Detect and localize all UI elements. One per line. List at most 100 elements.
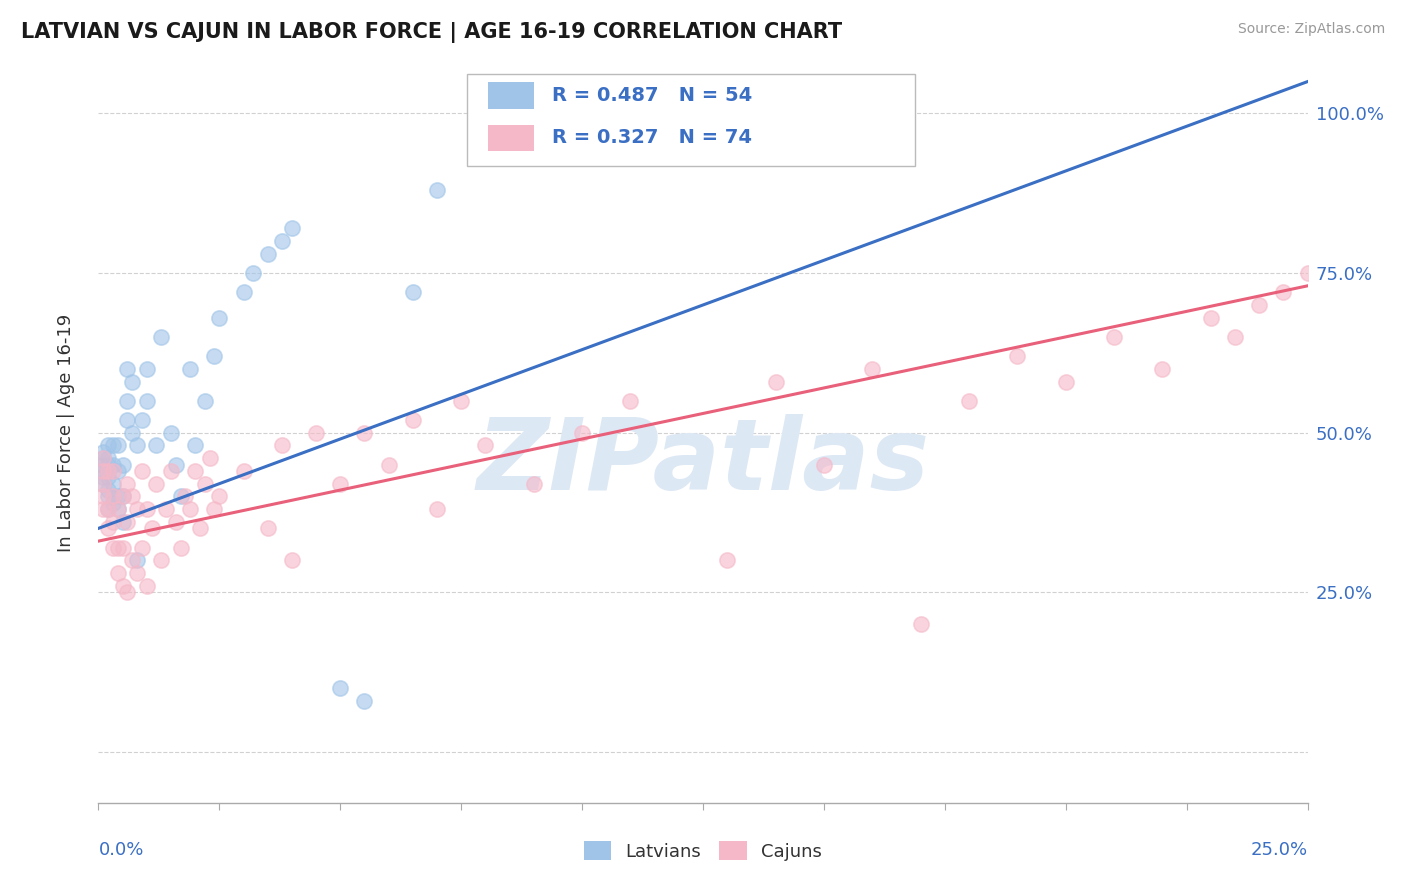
Point bbox=[117, 515, 139, 529]
Point bbox=[91, 451, 114, 466]
Point bbox=[127, 566, 149, 580]
Point bbox=[97, 502, 120, 516]
Point bbox=[184, 438, 207, 452]
Point bbox=[107, 566, 129, 580]
Point bbox=[101, 541, 124, 555]
Point bbox=[131, 541, 153, 555]
Point bbox=[232, 285, 254, 300]
Point bbox=[194, 476, 217, 491]
Point bbox=[121, 375, 143, 389]
Point bbox=[97, 490, 120, 504]
Point bbox=[111, 579, 134, 593]
Point bbox=[121, 425, 143, 440]
Point bbox=[1199, 310, 1222, 325]
Point bbox=[169, 490, 191, 504]
Point bbox=[523, 476, 546, 491]
Text: 25.0%: 25.0% bbox=[1250, 841, 1308, 859]
Point bbox=[111, 541, 134, 555]
Text: LATVIAN VS CAJUN IN LABOR FORCE | AGE 16-19 CORRELATION CHART: LATVIAN VS CAJUN IN LABOR FORCE | AGE 16… bbox=[21, 22, 842, 44]
Point bbox=[135, 579, 157, 593]
FancyBboxPatch shape bbox=[488, 82, 534, 109]
Point bbox=[101, 458, 124, 472]
Point bbox=[160, 425, 183, 440]
Point bbox=[91, 470, 114, 484]
Point bbox=[194, 393, 217, 408]
Point bbox=[1152, 361, 1174, 376]
Point bbox=[135, 502, 157, 516]
Point bbox=[329, 681, 352, 695]
Point bbox=[131, 464, 153, 478]
Point bbox=[107, 464, 129, 478]
Point bbox=[127, 553, 149, 567]
Point bbox=[1102, 330, 1125, 344]
Point bbox=[91, 502, 114, 516]
Point bbox=[208, 310, 231, 325]
Point bbox=[135, 393, 157, 408]
Point bbox=[91, 476, 114, 491]
Point bbox=[1007, 349, 1029, 363]
Point bbox=[204, 502, 226, 516]
Point bbox=[91, 451, 114, 466]
Point bbox=[174, 490, 197, 504]
Point bbox=[117, 393, 139, 408]
Point bbox=[179, 361, 201, 376]
Point bbox=[281, 553, 304, 567]
Point bbox=[281, 221, 304, 235]
Point bbox=[910, 617, 932, 632]
Point bbox=[117, 361, 139, 376]
Point bbox=[107, 502, 129, 516]
Point bbox=[101, 438, 124, 452]
Point bbox=[1223, 330, 1246, 344]
Point bbox=[97, 502, 120, 516]
Y-axis label: In Labor Force | Age 16-19: In Labor Force | Age 16-19 bbox=[56, 313, 75, 552]
Point bbox=[204, 349, 226, 363]
Point bbox=[91, 464, 114, 478]
Point bbox=[121, 553, 143, 567]
Point bbox=[145, 476, 167, 491]
Point bbox=[97, 438, 120, 452]
Point bbox=[111, 515, 134, 529]
Point bbox=[97, 464, 120, 478]
Point bbox=[141, 521, 163, 535]
Point bbox=[150, 553, 173, 567]
Point bbox=[97, 483, 120, 497]
Point bbox=[111, 490, 134, 504]
Point bbox=[117, 476, 139, 491]
Point bbox=[91, 464, 114, 478]
Point bbox=[813, 458, 835, 472]
Point bbox=[97, 470, 120, 484]
Point bbox=[165, 515, 187, 529]
Point bbox=[353, 694, 375, 708]
Point bbox=[111, 490, 134, 504]
Point bbox=[101, 464, 124, 478]
Point bbox=[402, 413, 425, 427]
Point bbox=[619, 393, 641, 408]
Point bbox=[179, 502, 201, 516]
Point bbox=[860, 361, 883, 376]
FancyBboxPatch shape bbox=[488, 125, 534, 152]
Point bbox=[765, 375, 787, 389]
Point bbox=[450, 393, 472, 408]
Point bbox=[474, 438, 496, 452]
Point bbox=[111, 458, 134, 472]
Point bbox=[101, 496, 124, 510]
Point bbox=[271, 438, 294, 452]
FancyBboxPatch shape bbox=[467, 73, 915, 166]
Point bbox=[208, 490, 231, 504]
Point bbox=[402, 285, 425, 300]
Point bbox=[150, 330, 173, 344]
Point bbox=[117, 585, 139, 599]
Point bbox=[101, 515, 124, 529]
Point bbox=[91, 458, 114, 472]
Point bbox=[188, 521, 211, 535]
Point bbox=[91, 476, 114, 491]
Point bbox=[426, 502, 449, 516]
Point bbox=[242, 266, 264, 280]
Point bbox=[97, 458, 120, 472]
Point bbox=[107, 541, 129, 555]
Point bbox=[305, 425, 328, 440]
Point bbox=[256, 521, 278, 535]
Point bbox=[329, 476, 352, 491]
Text: 0.0%: 0.0% bbox=[98, 841, 143, 859]
Point bbox=[1296, 266, 1319, 280]
